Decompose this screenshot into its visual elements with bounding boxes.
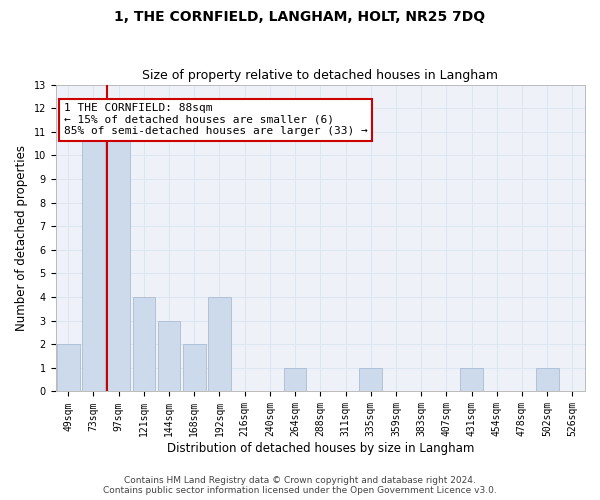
Text: 1 THE CORNFIELD: 88sqm
← 15% of detached houses are smaller (6)
85% of semi-deta: 1 THE CORNFIELD: 88sqm ← 15% of detached…: [64, 103, 367, 136]
Bar: [107, 132, 130, 392]
Text: 1, THE CORNFIELD, LANGHAM, HOLT, NR25 7DQ: 1, THE CORNFIELD, LANGHAM, HOLT, NR25 7D…: [115, 10, 485, 24]
Bar: [284, 368, 307, 392]
Bar: [359, 368, 382, 392]
Bar: [158, 320, 181, 392]
Bar: [57, 344, 80, 392]
Bar: [82, 132, 105, 392]
Text: Contains HM Land Registry data © Crown copyright and database right 2024.
Contai: Contains HM Land Registry data © Crown c…: [103, 476, 497, 495]
Bar: [208, 297, 231, 392]
Bar: [536, 368, 559, 392]
Bar: [460, 368, 483, 392]
Bar: [133, 297, 155, 392]
Y-axis label: Number of detached properties: Number of detached properties: [15, 145, 28, 331]
X-axis label: Distribution of detached houses by size in Langham: Distribution of detached houses by size …: [167, 442, 474, 455]
Title: Size of property relative to detached houses in Langham: Size of property relative to detached ho…: [142, 69, 499, 82]
Bar: [183, 344, 206, 392]
